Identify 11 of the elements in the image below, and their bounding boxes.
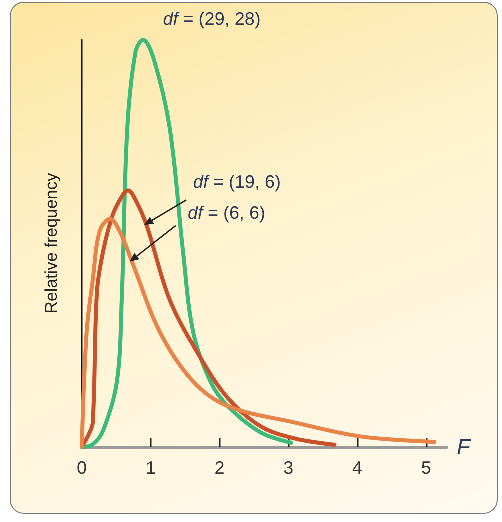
x-tick-label: 3 xyxy=(284,458,294,478)
annotation: df = (19, 6) xyxy=(193,172,281,192)
x-tick-label: 2 xyxy=(214,458,225,478)
x-tick-label: 4 xyxy=(352,458,362,478)
x-tick-label: 0 xyxy=(76,458,88,478)
x-tick-label: 1 xyxy=(146,458,156,478)
x-axis-title: F xyxy=(457,434,472,460)
x-tick-label: 5 xyxy=(421,458,432,478)
text: df = (29, 28) xyxy=(163,8,261,29)
annotation: df = (6, 6) xyxy=(188,202,266,223)
y-axis-title: Relative frequency xyxy=(42,172,61,314)
